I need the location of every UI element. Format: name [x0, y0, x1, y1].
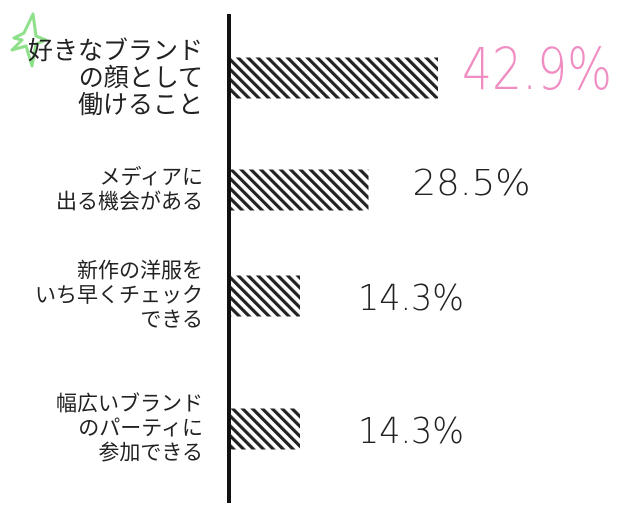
star-icon — [10, 12, 48, 68]
value-label-1: 42.9% — [462, 35, 612, 103]
value-label-2: 28.5% — [413, 163, 531, 204]
value-label-4: 14.3% — [358, 411, 464, 452]
category-label-3: 新作の洋服をいち早くチェックできる — [35, 259, 203, 332]
category-labels-group: 好きなブランドの顔として働けることメディアに出る機会がある新作の洋服をいち早くチ… — [28, 36, 203, 465]
bar-1 — [231, 57, 438, 99]
category-label-2: メディアに出る機会がある — [56, 165, 203, 214]
value-labels-group: 42.9% 28.5% 14.3% 14.3% — [358, 35, 612, 452]
bar-3 — [231, 275, 300, 317]
category-label-1: 好きなブランドの顔として働けること — [28, 36, 203, 119]
value-label-3: 14.3% — [358, 278, 464, 319]
bars-group — [231, 57, 438, 450]
category-label-4: 幅広いブランドのパーティに参加できる — [56, 392, 203, 465]
bar-4 — [231, 408, 300, 450]
bar-2 — [231, 169, 369, 211]
